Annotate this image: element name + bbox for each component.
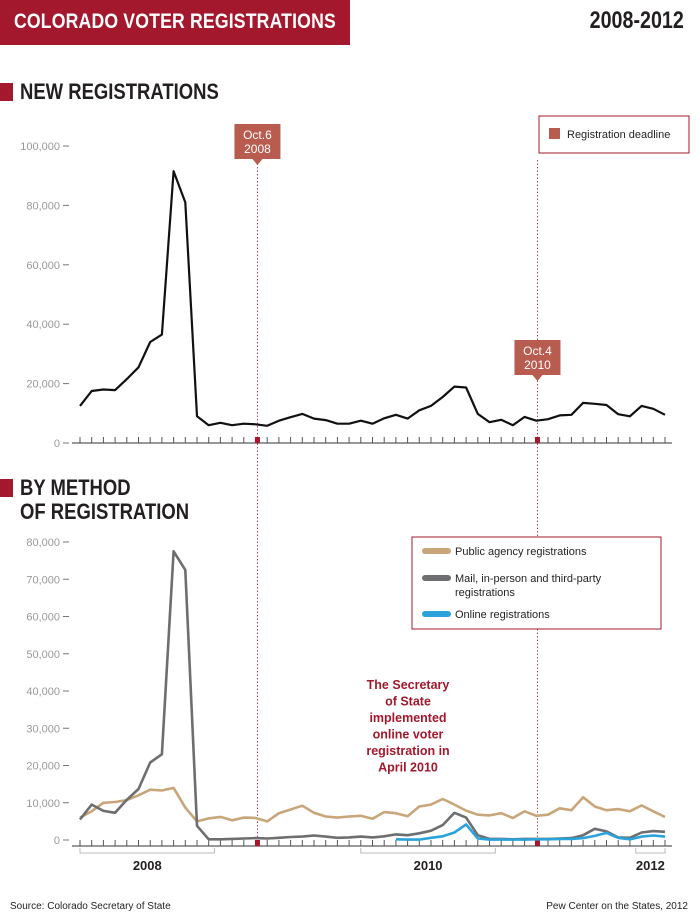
annotation-online-line: The Secretary <box>367 678 450 692</box>
page-title: COLORADO VOTER REGISTRATIONS <box>14 10 336 33</box>
deadline-callout-box <box>234 124 281 159</box>
section-title-new: NEW REGISTRATIONS <box>20 79 219 104</box>
y-tick-label: 40,000 <box>26 319 60 331</box>
legend-swatch-deadline <box>549 128 560 139</box>
y-tick-label: 80,000 <box>26 200 60 212</box>
legend-box-deadline <box>538 115 690 154</box>
annotation-online-line: of State <box>385 695 431 709</box>
source-note: Source: Colorado Secretary of State <box>10 901 171 912</box>
x-year-label: 2010 <box>414 858 443 873</box>
deadline-tick-chart1 <box>254 437 260 443</box>
y-tick-label: 0 <box>54 438 60 450</box>
year-bracket <box>635 848 666 854</box>
section-title-method-line2: OF REGISTRATION <box>20 499 190 524</box>
section-marker-method <box>0 479 13 497</box>
annotation-online-line: April 2010 <box>378 761 438 775</box>
deadline-tick-chart2 <box>534 840 540 846</box>
deadline-label-year: 2010 <box>524 358 551 372</box>
series-line-new-registrations <box>79 170 666 427</box>
deadline-label-date: Oct.4 <box>523 344 552 358</box>
y-tick-label: 70,000 <box>26 574 60 586</box>
x-year-label: 2008 <box>133 858 162 873</box>
y-tick-label: 20,000 <box>26 761 60 773</box>
year-bracket <box>79 848 216 854</box>
series-line-online <box>395 823 666 841</box>
year-range: 2008-2012 <box>589 7 684 34</box>
y-tick-label: 0 <box>54 835 60 847</box>
header-banner: COLORADO VOTER REGISTRATIONS <box>0 0 350 45</box>
y-tick-label: 60,000 <box>26 612 60 624</box>
y-tick-label: 10,000 <box>26 798 60 810</box>
y-tick-label: 40,000 <box>26 686 60 698</box>
deadline-callout-pointer <box>252 159 263 165</box>
section-title-method-line1: BY METHOD <box>20 475 131 500</box>
annotation-online-line: registration in <box>366 744 449 758</box>
y-tick-label: 20,000 <box>26 379 60 391</box>
y-tick-label: 60,000 <box>26 260 60 272</box>
deadline-tick-chart1 <box>534 437 540 443</box>
annotation-online-line: implemented <box>369 711 446 725</box>
annotation-online-line: online voter <box>373 728 444 742</box>
y-tick-label: 30,000 <box>26 723 60 735</box>
credit-note: Pew Center on the States, 2012 <box>546 901 688 912</box>
y-tick-label: 80,000 <box>26 537 60 549</box>
deadline-callout-box <box>514 340 561 375</box>
legend-label-mail-inperson-thirdparty-line2: registrations <box>455 587 515 599</box>
deadline-callout-pointer <box>532 375 543 381</box>
x-year-label: 2012 <box>636 858 665 873</box>
legend-label-deadline: Registration deadline <box>567 129 670 141</box>
legend-label-mail-inperson-thirdparty: Mail, in-person and third-party <box>455 573 602 585</box>
y-tick-label: 100,000 <box>20 141 60 153</box>
y-tick-label: 50,000 <box>26 649 60 661</box>
series-line-public-agency <box>79 786 666 823</box>
section-marker-new <box>0 83 13 101</box>
deadline-label-date: Oct.6 <box>243 128 272 142</box>
legend-label-public-agency: Public agency registrations <box>455 546 587 558</box>
legend-label-online: Online registrations <box>455 609 550 621</box>
year-bracket <box>360 848 496 854</box>
legend-box-methods <box>411 536 662 630</box>
deadline-label-year: 2008 <box>244 142 271 156</box>
deadline-tick-chart2 <box>254 840 260 846</box>
